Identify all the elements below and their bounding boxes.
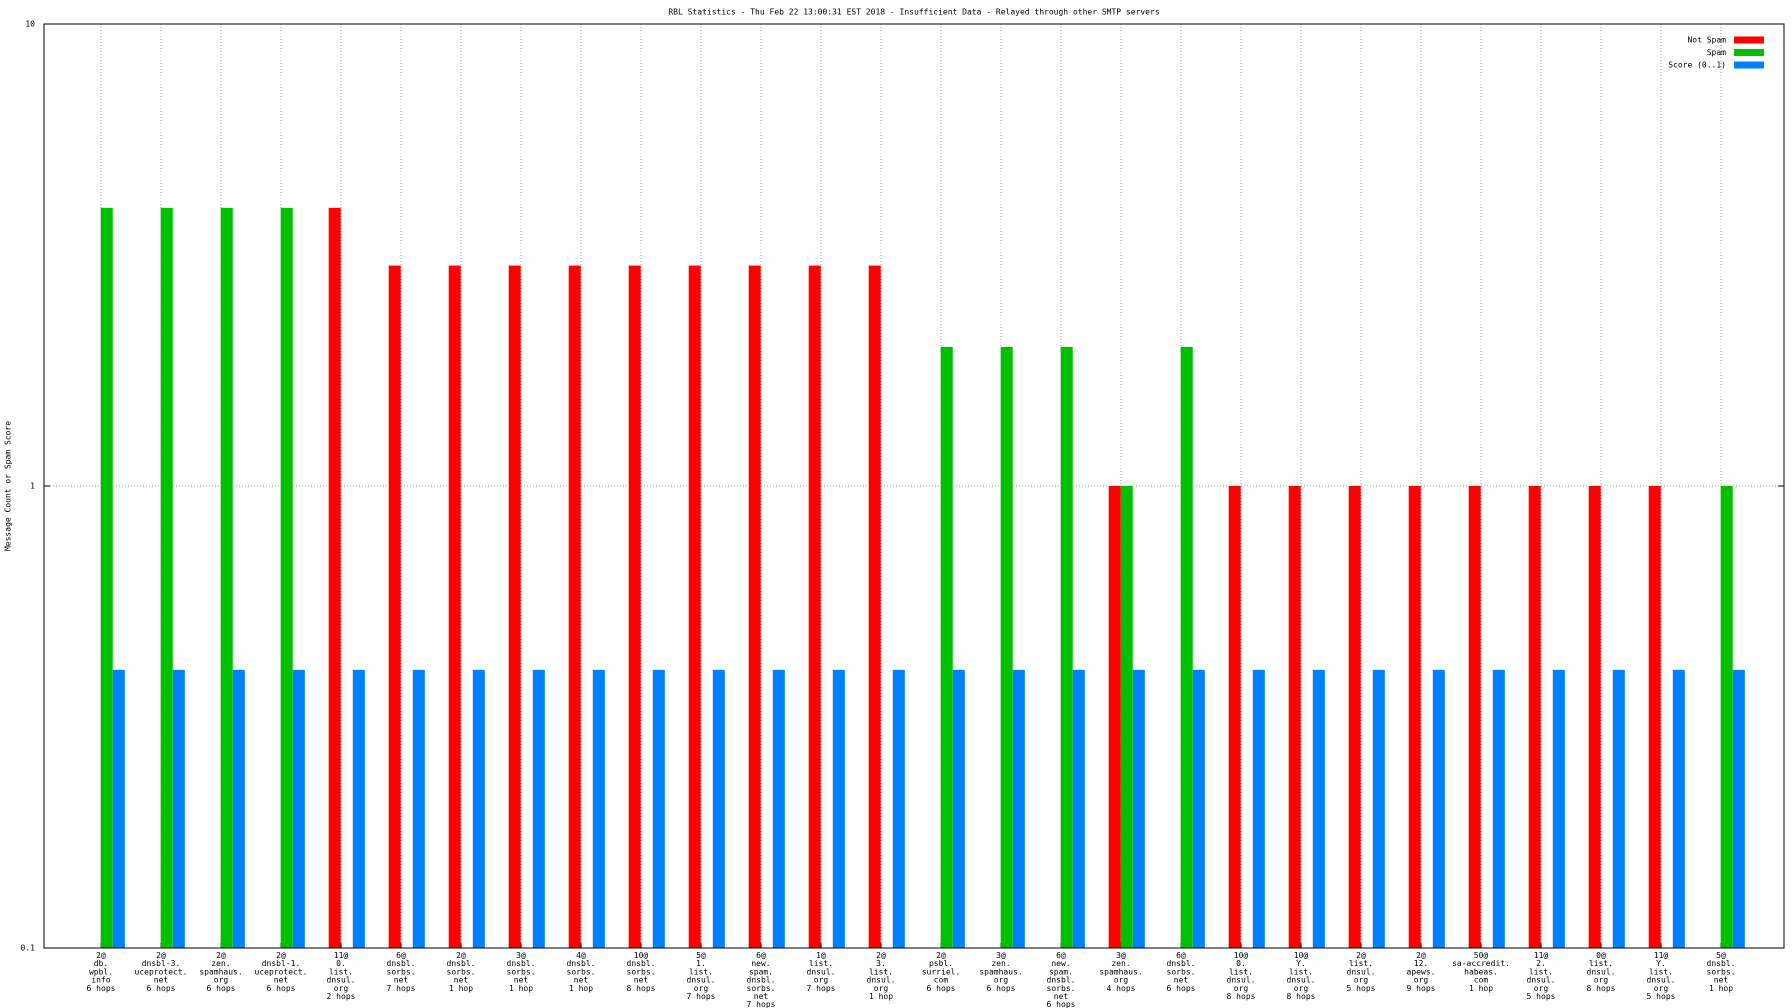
bar xyxy=(448,265,461,949)
x-tick-label: 5@ dnsbl. sorbs. net 1 hop xyxy=(1707,951,1736,993)
bar xyxy=(1612,669,1625,948)
bar xyxy=(1552,669,1565,948)
x-tick-label: 6@ new. spam. dnsbl. sorbs. net 6 hops xyxy=(1047,951,1076,1008)
bar xyxy=(1012,669,1025,948)
bar xyxy=(1648,486,1661,948)
x-tick-label: 2@ list. dnsul. org 5 hops xyxy=(1347,951,1376,993)
x-tick-label: 3@ zen. spamhaus. org 6 hops xyxy=(979,951,1022,993)
bar xyxy=(1732,669,1745,948)
bar xyxy=(1468,486,1481,948)
plot-frame xyxy=(43,23,1785,949)
bar xyxy=(832,669,845,948)
legend-label: Not Spam xyxy=(1687,36,1726,45)
x-tick-label: 10@ Y. list. dnsul. org 8 hops xyxy=(1287,951,1316,1001)
x-tick-label: 11@ Y. list. dnsul. org 5 hops xyxy=(1647,951,1676,1001)
x-tick-label: 5@ 1. list. dnsul. org 7 hops xyxy=(687,951,716,1001)
bar xyxy=(1588,486,1601,948)
legend-label: Spam xyxy=(1707,48,1726,57)
bar xyxy=(352,669,365,948)
bar xyxy=(472,669,485,948)
bar xyxy=(220,207,233,949)
bar xyxy=(1228,486,1241,948)
x-tick-label: 11@ 2. list. dnsul. org 5 hops xyxy=(1527,951,1556,1001)
x-tick-label: 0@ list. dnsul. org 8 hops xyxy=(1587,951,1616,993)
y-tick-label: 1 xyxy=(30,482,35,491)
bar xyxy=(412,669,425,948)
bar xyxy=(1408,486,1421,948)
bar xyxy=(328,207,341,949)
bar xyxy=(1528,486,1541,948)
bar xyxy=(748,265,761,949)
bar xyxy=(1432,669,1445,948)
bar xyxy=(868,265,881,949)
x-tick-label: 2@ dnsbl-3. uceprotect. net 6 hops xyxy=(135,951,188,993)
bar xyxy=(1672,669,1685,948)
bar xyxy=(112,669,125,948)
x-tick-label: 6@ dnsbl. sorbs. net 7 hops xyxy=(387,951,416,993)
legend-swatch xyxy=(1734,36,1764,44)
y-tick-label: 0.1 xyxy=(21,944,36,953)
bar xyxy=(172,669,185,948)
x-tick-label: 2@ 12. apews. org 9 hops xyxy=(1407,951,1436,993)
bar xyxy=(1108,486,1121,948)
bar xyxy=(1372,669,1385,948)
x-tick-label: 2@ dnsbl-1. uceprotect. net 6 hops xyxy=(255,951,308,993)
bar xyxy=(592,669,605,948)
x-tick-label: 6@ dnsbl. sorbs. net 6 hops xyxy=(1167,951,1196,993)
y-axis-label: Message Count or Spam Score xyxy=(4,421,13,551)
x-tick-label: 10@ dnsbl. sorbs. net 8 hops xyxy=(627,951,656,993)
bar xyxy=(1132,669,1145,948)
chart-title: RBL Statistics - Thu Feb 22 13:00:31 EST… xyxy=(668,8,1159,17)
legend-label: Score (0..1) xyxy=(1668,61,1726,70)
y-tick-label: 10 xyxy=(25,20,35,29)
bar xyxy=(1192,669,1205,948)
x-tick-label: 2@ zen. spamhaus. org 6 hops xyxy=(199,951,242,993)
bar xyxy=(568,265,581,949)
bar xyxy=(1060,346,1073,948)
bar xyxy=(1348,486,1361,948)
bar xyxy=(1000,346,1013,948)
bar xyxy=(940,346,953,948)
bar xyxy=(1072,669,1085,948)
bar xyxy=(1312,669,1325,948)
x-tick-label: 3@ dnsbl. sorbs. net 1 hop xyxy=(507,951,536,993)
bar xyxy=(892,669,905,948)
bar xyxy=(772,669,785,948)
bar xyxy=(1288,486,1301,948)
bar xyxy=(388,265,401,949)
x-tick-label: 2@ 3. list. dnsul. org 1 hop xyxy=(867,951,896,1001)
bar xyxy=(808,265,821,949)
bar xyxy=(532,669,545,948)
x-tick-label: 2@ dnsbl. sorbs. net 1 hop xyxy=(447,951,476,993)
bar xyxy=(292,669,305,948)
x-tick-label: 10@ 0. list. dnsul. org 8 hops xyxy=(1227,951,1256,1001)
x-tick-label: 6@ new. spam. dnsbl. sorbs. net 7 hops xyxy=(747,951,776,1008)
bar xyxy=(1492,669,1505,948)
bar xyxy=(1252,669,1265,948)
bar xyxy=(232,669,245,948)
bar xyxy=(712,669,725,948)
x-tick-label: 1@ list. dnsul. org 7 hops xyxy=(807,951,836,993)
bar xyxy=(628,265,641,949)
bar xyxy=(652,669,665,948)
bar xyxy=(1180,346,1193,948)
legend-swatch xyxy=(1734,61,1764,69)
x-tick-label: 50@ sa-accredit. habeas. com 1 hop xyxy=(1452,951,1510,993)
x-tick-label: 11@ 0. list. dnsul. org 2 hops xyxy=(327,951,356,1001)
x-tick-label: 4@ dnsbl. sorbs. net 1 hop xyxy=(567,951,596,993)
legend-swatch xyxy=(1734,49,1764,56)
bar xyxy=(508,265,521,949)
bar xyxy=(1120,486,1133,948)
bar xyxy=(100,207,113,949)
x-tick-label: 2@ psbl. surriel. com 6 hops xyxy=(922,951,961,993)
bar xyxy=(1720,486,1733,948)
bar xyxy=(160,207,173,949)
x-tick-label: 3@ zen. spamhaus. org 4 hops xyxy=(1099,951,1142,993)
x-tick-label: 2@ db. wpbl. info 6 hops xyxy=(87,951,116,993)
bar xyxy=(688,265,701,949)
bar xyxy=(280,207,293,949)
bar xyxy=(952,669,965,948)
